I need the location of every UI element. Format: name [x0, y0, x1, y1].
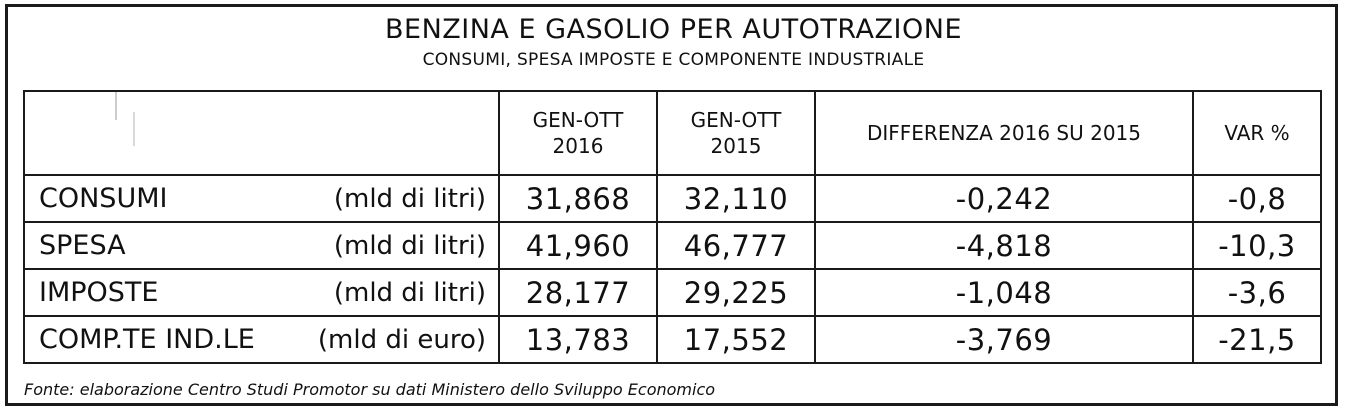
header-gen-ott-2016: GEN-OTT 2016	[498, 90, 658, 176]
row-label: CONSUMI	[39, 183, 168, 214]
cell-var: -21,5	[1192, 315, 1322, 364]
header-differenza: DIFFERENZA 2016 SU 2015	[814, 90, 1194, 176]
row-label: COMP.TE IND.LE	[39, 324, 255, 355]
cell-v2015: 29,225	[656, 268, 816, 317]
cell-v2015: 32,110	[656, 174, 816, 223]
cell-var: -10,3	[1192, 221, 1322, 270]
row-label-cell: SPESA (mld di litri)	[23, 221, 500, 270]
table-row: CONSUMI (mld di litri) 31,868 32,110 -0,242-…	[23, 174, 1322, 223]
cell-v2016: 31,868	[498, 174, 658, 223]
chart-frame	[5, 4, 1338, 406]
row-unit: (mld di litri)	[333, 230, 486, 261]
row-label: SPESA	[39, 230, 126, 261]
table-row: COMP.TE IND.LE (mld di euro) 13,783 17,552-…	[23, 315, 1322, 364]
table-row: IMPOSTE (mld di litri) 28,177 29,225 -1,048-…	[23, 268, 1322, 317]
table-row: SPESA (mld di litri) 41,960 46,777 -4,818 -10…	[23, 221, 1322, 270]
cell-v2016: 41,960	[498, 221, 658, 270]
cell-diff: -3,769	[814, 315, 1194, 364]
chart-title: BENZINA E GASOLIO PER AUTOTRAZIONE	[384, 14, 962, 45]
cell-v2015: 17,552	[656, 315, 816, 364]
header-2016-line2: 2016	[552, 134, 604, 158]
row-unit: (mld di litri)	[333, 277, 486, 308]
cell-diff: -1,048	[814, 268, 1194, 317]
header-var-percent: VAR %	[1192, 90, 1322, 176]
chart-subtitle: CONSUMI, SPESA IMPOSTE E COMPONENTE INDU…	[422, 50, 925, 70]
row-label-cell: IMPOSTE (mld di litri)	[23, 268, 500, 317]
row-unit: (mld di litri)	[333, 183, 486, 214]
header-2015-line1: GEN-OTT	[690, 108, 782, 132]
cell-v2016: 28,177	[498, 268, 658, 317]
row-label-cell: COMP.TE IND.LE (mld di euro)	[23, 315, 500, 364]
row-label: IMPOSTE	[39, 277, 159, 308]
header-2015-line2: 2015	[710, 134, 762, 158]
cell-var: -3,6	[1192, 268, 1322, 317]
header-gen-ott-2015: GEN-OTT 2015	[656, 90, 816, 176]
source-note: Fonte: elaborazione Centro Studi Promoto…	[24, 380, 716, 399]
header-blank-cell	[23, 90, 500, 176]
header-2016-line1: GEN-OTT	[532, 108, 624, 132]
cell-diff: -0,242	[814, 174, 1194, 223]
cell-v2016: 13,783	[498, 315, 658, 364]
data-table: GEN-OTT 2016 GEN-OTT 2015 DIFFERENZA 201…	[23, 90, 1322, 364]
cell-v2015: 46,777	[656, 221, 816, 270]
row-label-cell: CONSUMI (mld di litri)	[23, 174, 500, 223]
cell-diff: -4,818	[814, 221, 1194, 270]
cell-var: -0,8	[1192, 174, 1322, 223]
row-unit: (mld di euro)	[317, 324, 486, 355]
table-header-row: GEN-OTT 2016 GEN-OTT 2015 DIFFERENZA 201…	[23, 90, 1322, 176]
